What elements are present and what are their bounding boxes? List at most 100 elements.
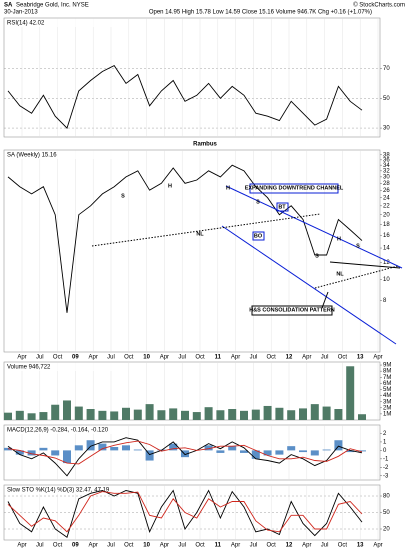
panel-label-bg xyxy=(5,151,115,159)
y-tick-label: -1 xyxy=(383,456,389,462)
x-tick-label: Apr xyxy=(17,355,26,361)
bar xyxy=(240,410,248,420)
bar xyxy=(334,440,343,451)
y-tick-label: 20 xyxy=(383,212,390,218)
bar xyxy=(63,400,71,420)
y-tick-label: 16 xyxy=(383,233,390,239)
pointer xyxy=(321,291,329,309)
y-tick-label: 3M xyxy=(383,399,391,405)
bar xyxy=(74,406,83,420)
neckline-2 xyxy=(314,265,399,289)
y-tick-label: 26 xyxy=(383,188,390,194)
y-tick-label: 0 xyxy=(383,448,387,454)
x-tick-label: 09 xyxy=(72,355,79,361)
y-tick-label: 4M xyxy=(383,393,391,399)
y-tick-label: 36 xyxy=(383,157,390,163)
annotation-box xyxy=(252,231,265,241)
bar xyxy=(74,445,83,451)
y-tick-label: 2 xyxy=(383,431,387,437)
line xyxy=(7,491,363,533)
bar xyxy=(133,409,142,420)
bar xyxy=(169,443,178,451)
y-tick-label: 14 xyxy=(383,246,390,252)
annotation: H xyxy=(226,185,230,191)
bar xyxy=(181,410,189,420)
bar xyxy=(15,410,24,420)
x-tick-label: Jul xyxy=(107,543,115,549)
bar xyxy=(263,405,272,420)
y-tick-label: 70 xyxy=(383,66,390,72)
x-tick-label: Oct xyxy=(53,355,63,361)
quote: Open 14.95 High 15.78 Low 14.59 Close 15… xyxy=(149,10,372,16)
bar xyxy=(133,449,142,451)
x-tick-label: Jul xyxy=(321,355,329,361)
y-tick-label: -3 xyxy=(383,473,389,479)
symbol: SA xyxy=(4,3,13,9)
bar xyxy=(251,409,260,420)
bar xyxy=(15,450,24,455)
x-tick-label: Jul xyxy=(36,543,44,549)
bar xyxy=(240,450,248,453)
x-tick-label: Apr xyxy=(302,543,311,549)
annotation-box xyxy=(276,202,289,212)
x-tick-label: Oct xyxy=(338,543,348,549)
annotation: S xyxy=(121,193,125,199)
annotation: S xyxy=(315,253,319,259)
annotation: S xyxy=(256,199,260,205)
bar xyxy=(181,450,189,458)
bar xyxy=(98,410,107,420)
bar xyxy=(275,407,284,420)
y-tick-label: 34 xyxy=(383,163,390,169)
bar xyxy=(110,447,119,451)
annotation: H&S CONSOLIDATION PATTERN xyxy=(249,307,335,313)
y-tick-label: 7M xyxy=(383,375,391,381)
x-tick-label: Apr xyxy=(231,355,240,361)
annotation: NL xyxy=(336,271,344,277)
y-tick-label: 30 xyxy=(383,126,390,132)
panel-title: Volume 946,722 xyxy=(7,365,51,371)
x-tick-label: Apr xyxy=(302,355,311,361)
bar xyxy=(27,413,36,420)
line xyxy=(7,65,363,129)
panel-label-bg xyxy=(5,19,115,27)
bar xyxy=(346,366,355,420)
x-tick-label: Oct xyxy=(195,543,205,549)
bar xyxy=(122,445,130,451)
y-tick-label: 38 xyxy=(383,152,390,158)
panel xyxy=(3,424,381,481)
y-tick-label: 50 xyxy=(383,96,390,102)
y-tick-label: 18 xyxy=(383,222,390,228)
x-tick-label: Apr xyxy=(373,355,382,361)
line xyxy=(7,440,363,465)
bar xyxy=(299,450,307,453)
author: Rambus xyxy=(193,142,217,148)
y-tick-label: 80 xyxy=(383,494,390,500)
bar xyxy=(287,446,296,451)
x-tick-label: 10 xyxy=(143,355,150,361)
bar xyxy=(216,450,225,453)
panel xyxy=(3,17,381,138)
bar xyxy=(157,410,166,420)
bar xyxy=(98,443,107,451)
y-tick-label: 1 xyxy=(383,440,387,446)
y-tick-label: 50 xyxy=(383,510,390,516)
x-tick-label: Oct xyxy=(267,355,277,361)
bar xyxy=(110,411,119,420)
bar xyxy=(145,450,154,461)
x-tick-label: Jul xyxy=(250,543,258,549)
neckline xyxy=(91,213,321,247)
annotation: EXPANDING DOWNTREND CHANNEL xyxy=(245,185,344,191)
bar xyxy=(145,404,154,420)
panel-label-bg xyxy=(5,426,115,434)
bar xyxy=(4,412,12,420)
bar xyxy=(358,450,366,452)
channel-upper xyxy=(225,185,403,269)
x-tick-label: Jul xyxy=(107,355,115,361)
bar xyxy=(122,407,130,420)
x-tick-label: 13 xyxy=(357,543,364,549)
trendlines: S H H S NL BO BT S H S NL EXPANDING DOWNTREND CHANN… xyxy=(91,183,403,345)
date: 30-Jan-2013 xyxy=(4,10,38,16)
x-tick-label: 12 xyxy=(286,543,293,549)
y-tick-label: 9M xyxy=(383,363,391,369)
